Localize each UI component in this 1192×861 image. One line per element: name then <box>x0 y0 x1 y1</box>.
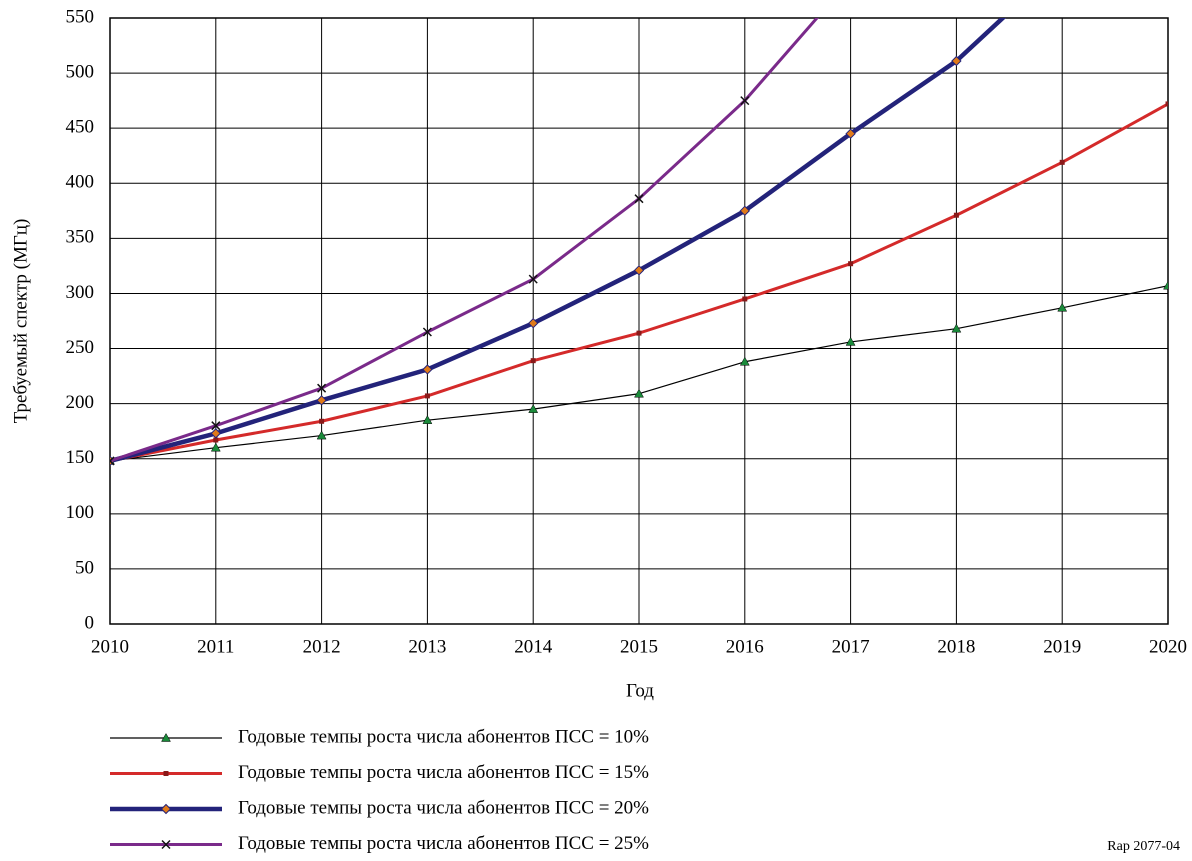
marker <box>951 55 962 67</box>
marker <box>1163 280 1168 290</box>
y-tick-label: 250 <box>66 337 95 358</box>
y-tick-label: 0 <box>85 612 95 633</box>
marker <box>953 212 959 218</box>
marker <box>422 415 433 424</box>
legend-label: Годовые темпы роста числа абонентов ПСС … <box>238 726 649 747</box>
x-tick-label: 2020 <box>1149 636 1187 657</box>
legend-marker <box>161 732 171 742</box>
legend-marker <box>163 771 169 776</box>
marker <box>951 323 962 333</box>
marker <box>528 404 539 413</box>
marker <box>530 358 536 364</box>
y-tick-label: 200 <box>66 392 95 413</box>
marker <box>424 393 430 399</box>
marker <box>634 388 644 398</box>
marker <box>210 442 221 452</box>
marker <box>316 430 327 440</box>
plot-area <box>110 18 1168 467</box>
x-tick-label: 2012 <box>303 636 341 657</box>
marker <box>1057 302 1068 312</box>
series-line <box>110 18 1007 464</box>
y-tick-label: 100 <box>66 502 95 523</box>
y-tick-label: 450 <box>66 117 95 138</box>
x-tick-label: 2015 <box>620 636 658 657</box>
source-note: Rap 2077-04 <box>1107 839 1180 854</box>
y-tick-label: 150 <box>66 447 95 468</box>
marker <box>1059 159 1065 165</box>
marker <box>636 330 642 336</box>
marker <box>213 437 219 443</box>
x-tick-label: 2016 <box>726 636 764 657</box>
plot-frame <box>109 17 1169 625</box>
y-tick-label: 400 <box>66 172 95 193</box>
x-tick-label: 2010 <box>91 636 129 657</box>
marker <box>316 395 327 406</box>
y-tick-label: 350 <box>66 227 95 248</box>
y-axis-label: Требуемый спектр (МГц) <box>10 219 31 424</box>
marker <box>211 421 221 431</box>
x-tick-label: 2019 <box>1043 636 1081 657</box>
marker <box>740 96 750 106</box>
x-tick-label: 2018 <box>937 636 975 657</box>
series-line <box>110 18 819 463</box>
marker <box>1165 101 1168 107</box>
marker <box>422 364 433 375</box>
x-axis-label: Год <box>626 680 654 701</box>
x-tick-label: 2013 <box>408 636 446 657</box>
y-tick-label: 300 <box>66 282 95 303</box>
marker <box>742 296 748 302</box>
marker <box>527 317 539 329</box>
marker <box>848 261 854 267</box>
marker <box>634 194 644 204</box>
x-tick-label: 2011 <box>197 636 234 657</box>
marker <box>845 128 856 139</box>
x-tick-label: 2014 <box>514 636 553 657</box>
x-tick-label: 2017 <box>832 636 870 657</box>
marker <box>739 205 751 217</box>
marker <box>210 428 222 439</box>
marker <box>319 418 325 424</box>
legend-label: Годовые темпы роста числа абонентов ПСС … <box>238 762 649 783</box>
marker <box>739 356 750 366</box>
legend-marker <box>160 803 172 815</box>
marker <box>110 456 115 466</box>
legend-label: Годовые темпы роста числа абонентов ПСС … <box>238 833 649 854</box>
marker <box>845 336 856 346</box>
marker <box>422 327 432 337</box>
marker <box>633 265 645 276</box>
marker <box>317 383 327 393</box>
legend-label: Годовые темпы роста числа абонентов ПСС … <box>238 797 649 818</box>
marker <box>528 274 538 284</box>
y-tick-label: 550 <box>66 6 95 27</box>
y-tick-label: 500 <box>66 61 95 82</box>
legend-marker <box>161 839 171 850</box>
y-tick-label: 50 <box>75 557 94 578</box>
